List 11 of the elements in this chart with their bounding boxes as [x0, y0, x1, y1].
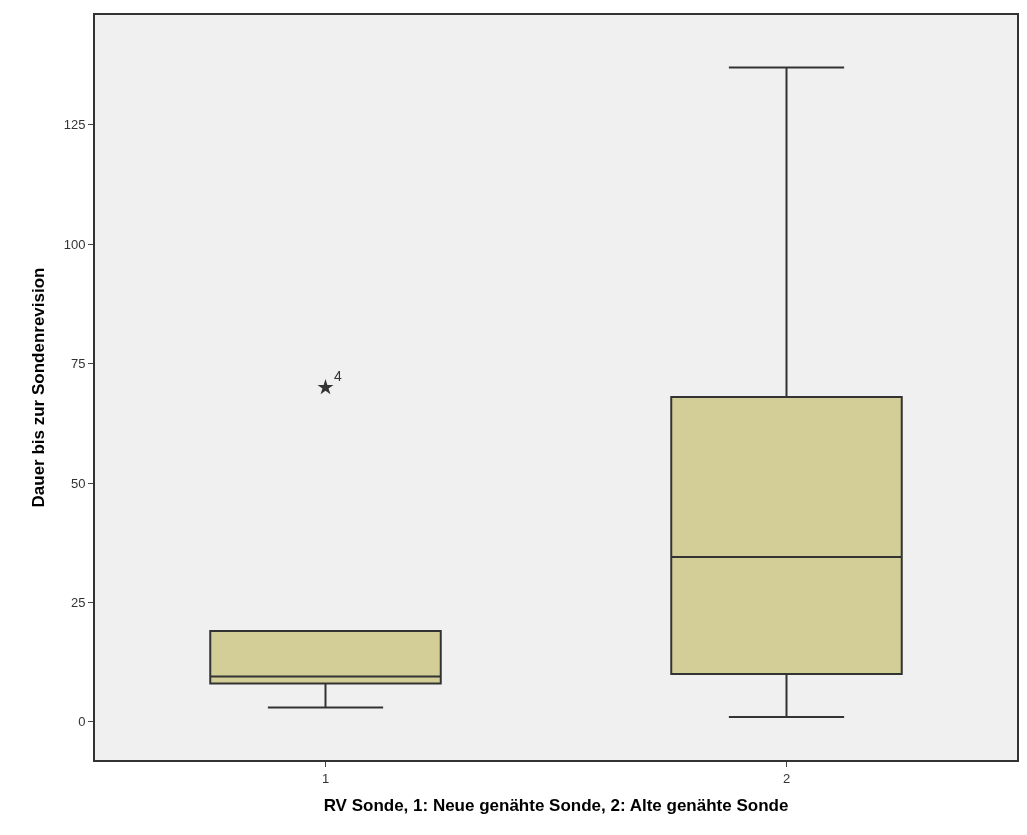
- y-tick-label: 75: [70, 356, 86, 372]
- y-axis-title: Dauer bis zur Sondenrevision: [28, 267, 48, 508]
- y-tick-label: 100: [63, 236, 86, 252]
- y-tick-label: 125: [63, 117, 86, 133]
- x-tick-label: 2: [782, 770, 791, 786]
- annotation: 4: [334, 368, 342, 384]
- x-tick-label: 1: [321, 770, 330, 786]
- x-axis-title: RV Sonde, 1: Neue genähte Sonde, 2: Alte genähte Sonde: [323, 796, 789, 816]
- y-tick-label: 50: [70, 475, 86, 491]
- y-tick-label: 0: [78, 714, 86, 730]
- y-tick-label: 25: [70, 594, 86, 610]
